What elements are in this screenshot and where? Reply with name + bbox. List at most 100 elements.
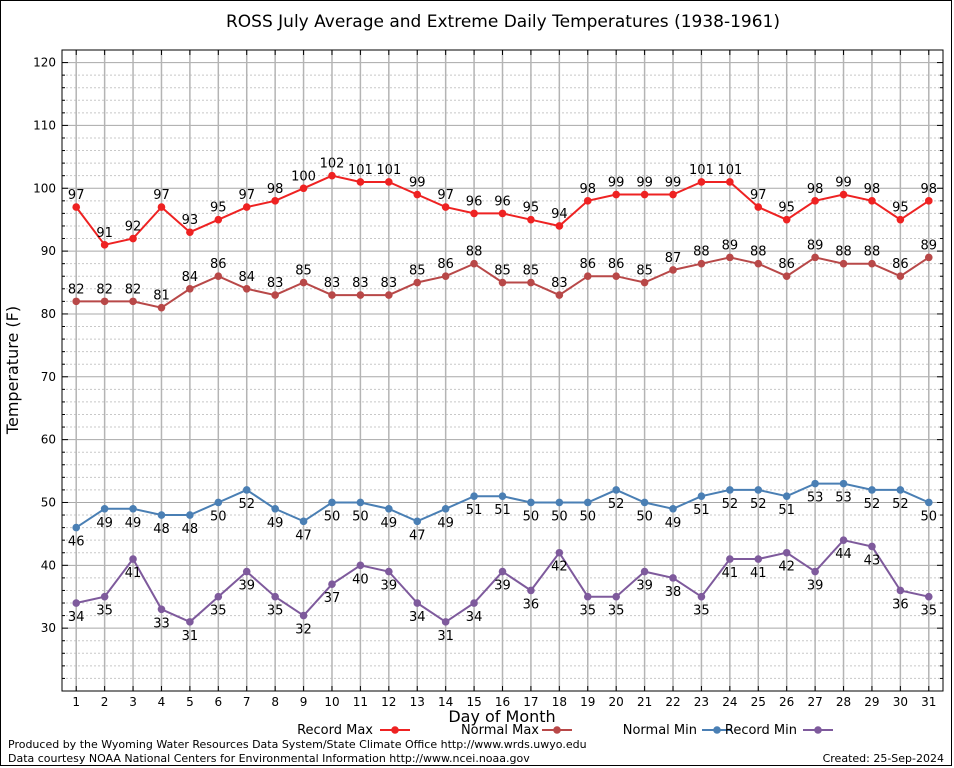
data-point-normal-max [669, 266, 677, 274]
data-label-record-min: 42 [778, 560, 795, 575]
data-label-normal-min: 52 [722, 497, 739, 512]
data-point-record-max [839, 190, 848, 199]
data-point-normal-min [726, 486, 734, 494]
x-tick-label: 31 [921, 695, 936, 709]
x-tick-label: 5 [186, 695, 194, 709]
data-point-record-max [271, 197, 279, 205]
data-label-normal-min: 49 [125, 516, 142, 531]
data-point-record-min [129, 555, 137, 563]
data-point-record-max [441, 203, 450, 211]
data-label-record-min: 36 [523, 597, 540, 612]
data-label-normal-min: 50 [324, 509, 341, 524]
data-label-normal-max: 86 [778, 257, 795, 272]
legend-item-record-max: Record Max [297, 723, 410, 738]
data-point-normal-min [498, 492, 507, 500]
data-label-normal-min: 51 [466, 503, 483, 518]
data-label-record-max: 98 [579, 182, 596, 197]
data-label-record-min: 34 [68, 610, 85, 625]
data-point-normal-max [811, 253, 819, 262]
data-point-normal-max [896, 272, 905, 281]
data-point-normal-max [441, 272, 450, 281]
x-tick-label: 19 [580, 695, 595, 709]
legend: Record Max Normal Max Normal Min Record Min [297, 723, 833, 738]
data-label-normal-min: 49 [437, 516, 454, 531]
data-label-normal-min: 47 [409, 528, 426, 543]
data-point-normal-min [811, 479, 819, 488]
data-point-normal-min [214, 498, 223, 507]
data-label-normal-min: 51 [693, 503, 710, 518]
data-point-record-max [896, 215, 905, 224]
data-point-normal-max [356, 291, 365, 299]
data-label-normal-max: 85 [409, 264, 426, 279]
footer-produced-by: Produced by the Wyoming Water Resources … [8, 738, 587, 751]
data-label-record-max: 98 [807, 182, 824, 197]
grid [62, 49, 943, 691]
data-label-normal-min: 47 [295, 528, 312, 543]
data-label-record-max: 97 [153, 188, 170, 203]
data-point-normal-max [328, 291, 336, 299]
data-label-normal-max: 88 [693, 245, 710, 260]
x-tick-label: 9 [300, 695, 308, 709]
x-axis-label: Day of Month [448, 707, 555, 726]
data-label-record-max: 95 [778, 201, 795, 216]
x-tick-label: 20 [609, 695, 624, 709]
data-label-record-min: 41 [722, 566, 739, 581]
data-label-record-max: 94 [551, 207, 568, 222]
series-record-min: 34 35 41 33 31 35 39 35 32 37 40 39 34 31 34 39 36 42 35 35… [68, 536, 938, 644]
data-point-record-max [413, 190, 422, 199]
data-label-record-max: 91 [96, 226, 113, 241]
data-point-record-min [868, 542, 876, 551]
data-point-record-min [782, 548, 791, 557]
data-point-normal-max [527, 278, 535, 287]
data-label-record-max: 96 [466, 194, 483, 209]
x-tick-label: 12 [381, 695, 396, 709]
data-label-record-min: 42 [551, 560, 568, 575]
data-label-record-min: 39 [807, 579, 824, 594]
data-label-record-min: 44 [835, 547, 852, 562]
data-label-record-min: 39 [636, 579, 653, 594]
y-axis-label: Temperature (F) [3, 306, 22, 435]
data-label-normal-max: 86 [892, 257, 909, 272]
data-point-normal-min [896, 486, 905, 494]
data-point-record-max [612, 190, 620, 199]
x-tick-label: 10 [324, 695, 339, 709]
data-point-record-min [470, 599, 478, 607]
data-label-record-max: 99 [636, 176, 653, 191]
data-label-normal-max: 86 [579, 257, 596, 272]
x-tick-label: 27 [807, 695, 822, 709]
data-point-normal-max [299, 278, 308, 287]
x-tick-label: 25 [751, 695, 766, 709]
data-point-record-min [214, 592, 223, 601]
data-point-record-max [640, 190, 649, 199]
data-label-normal-max: 83 [381, 276, 398, 291]
data-point-record-min [640, 567, 649, 576]
y-tick-label: 100 [33, 181, 56, 195]
x-tick-label: 11 [353, 695, 368, 709]
data-label-record-max: 95 [523, 201, 540, 216]
data-label-record-max: 99 [608, 176, 625, 191]
x-tick-label: 28 [836, 695, 851, 709]
data-label-record-min: 33 [153, 616, 170, 631]
data-point-normal-min [782, 492, 791, 500]
y-tick-label: 80 [41, 307, 56, 321]
data-label-normal-max: 88 [864, 245, 881, 260]
data-label-normal-min: 51 [494, 503, 511, 518]
data-label-record-min: 35 [921, 604, 938, 619]
data-label-normal-min: 49 [665, 516, 682, 531]
data-label-record-min: 39 [494, 579, 511, 594]
y-tick-label: 40 [41, 558, 56, 572]
data-label-normal-min: 50 [210, 509, 227, 524]
data-label-record-max: 102 [320, 157, 345, 172]
x-tick-label: 3 [129, 695, 137, 709]
data-point-normal-min [385, 504, 393, 513]
data-point-record-max [782, 215, 791, 224]
data-point-normal-min [697, 492, 706, 500]
legend-label: Normal Min [623, 723, 697, 738]
legend-item-record-min: Record Min [725, 723, 833, 738]
data-point-record-max [157, 203, 166, 211]
data-label-record-min: 35 [693, 604, 710, 619]
data-label-record-min: 43 [864, 553, 881, 568]
data-point-record-max [498, 209, 507, 218]
data-point-record-min [583, 592, 592, 601]
data-point-record-min [555, 548, 564, 557]
